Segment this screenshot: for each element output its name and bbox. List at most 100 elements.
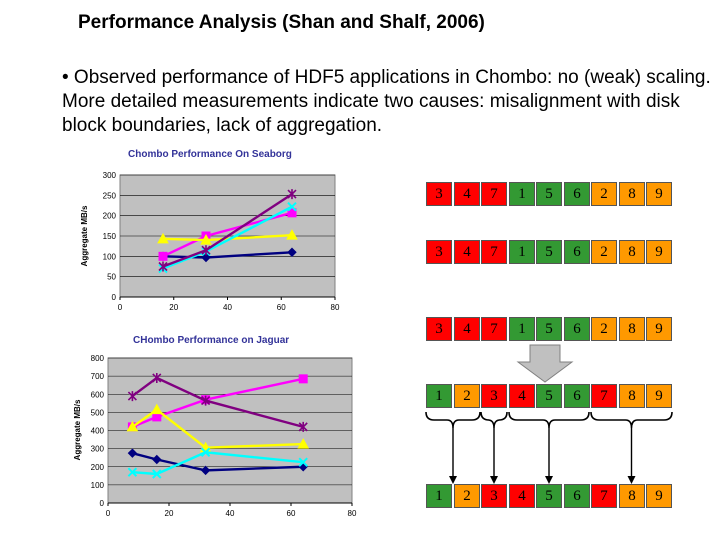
brace-3 — [508, 411, 590, 484]
y-tick-label: 800 — [91, 354, 105, 363]
y-tick-label: 250 — [103, 191, 117, 200]
data-point — [152, 469, 162, 479]
data-point — [287, 189, 297, 200]
y-axis-label: Aggregate MB/s — [73, 399, 82, 460]
block-cell: 3 — [426, 240, 452, 264]
y-tick-label: 100 — [91, 481, 105, 490]
y-tick-label: 700 — [91, 372, 105, 381]
data-point — [200, 465, 211, 476]
block-cell: 5 — [536, 240, 562, 264]
y-tick-label: 150 — [103, 232, 117, 241]
brace-4 — [590, 411, 673, 484]
block-cell: 6 — [564, 317, 590, 341]
block-cell: 4 — [509, 384, 535, 408]
brace-arrow-head — [449, 476, 457, 484]
x-tick-label: 0 — [106, 509, 111, 518]
data-point — [200, 447, 211, 457]
data-point — [152, 372, 162, 383]
data-point — [200, 234, 212, 245]
series-4 — [127, 447, 308, 479]
brace-arrow-head — [545, 476, 553, 484]
brace-2 — [480, 411, 508, 484]
block-cell: 1 — [426, 384, 452, 408]
x-tick-label: 60 — [277, 303, 286, 312]
block-cell: 6 — [564, 384, 590, 408]
block-cell: 1 — [509, 240, 535, 264]
data-point — [286, 229, 298, 240]
y-tick-label: 300 — [103, 171, 117, 180]
y-tick-label: 100 — [103, 252, 117, 261]
x-tick-label: 40 — [223, 303, 232, 312]
block-cell: 4 — [454, 317, 480, 341]
block-cell: 1 — [509, 182, 535, 206]
data-point — [127, 448, 138, 458]
block-cell: 4 — [509, 484, 535, 508]
block-cell: 4 — [454, 240, 480, 264]
slide-title: Performance Analysis (Shan and Shalf, 20… — [78, 12, 485, 33]
data-point — [150, 403, 163, 415]
block-cell: 3 — [481, 484, 507, 508]
block-cell: 2 — [591, 317, 617, 341]
block-cell: 5 — [536, 484, 562, 508]
series-5 — [158, 189, 297, 272]
block-cell: 3 — [426, 317, 452, 341]
block-cell: 1 — [509, 317, 535, 341]
series-3 — [126, 403, 310, 453]
series-line — [131, 408, 304, 449]
series-line — [131, 377, 304, 428]
chart-title: CHombo Performance on Jaguar — [133, 335, 289, 346]
block-cell: 8 — [619, 317, 645, 341]
x-tick-label: 0 — [118, 303, 123, 312]
block-cell: 9 — [646, 484, 672, 508]
block-cell: 7 — [591, 384, 617, 408]
data-point — [287, 202, 297, 212]
brace-line — [480, 411, 508, 429]
series-line — [132, 451, 304, 476]
y-tick-label: 600 — [91, 390, 105, 399]
data-point — [298, 374, 308, 384]
x-tick-label: 60 — [287, 509, 296, 518]
data-point — [201, 252, 211, 263]
y-tick-label: 200 — [91, 463, 105, 472]
block-cell: 5 — [536, 317, 562, 341]
x-tick-label: 20 — [165, 509, 174, 518]
data-point — [158, 261, 168, 272]
jaguar-chart: CHombo Performance on Jaguar Aggregate MB… — [73, 335, 357, 518]
series-3 — [157, 229, 298, 245]
block-cell: 2 — [454, 384, 480, 408]
block-cell: 1 — [426, 484, 452, 508]
block-cell: 3 — [426, 182, 452, 206]
block-cell: 2 — [591, 240, 617, 264]
block-cell: 7 — [481, 317, 507, 341]
series-1 — [127, 448, 308, 476]
seaborg-chart: Chombo Performance On Seaborg Aggregate M… — [80, 149, 340, 312]
block-cell: 2 — [454, 484, 480, 508]
brace-1 — [425, 411, 481, 484]
series-line — [132, 451, 304, 472]
data-point — [201, 245, 211, 256]
y-tick-label: 500 — [91, 408, 105, 417]
data-point — [126, 420, 139, 432]
brace-line — [590, 411, 673, 429]
block-cell: 8 — [619, 240, 645, 264]
series-5 — [127, 372, 308, 432]
down-arrow-group — [516, 344, 574, 383]
data-point — [201, 395, 211, 406]
block-cell: 5 — [536, 182, 562, 206]
block-cell: 6 — [564, 484, 590, 508]
x-tick-label: 20 — [169, 303, 178, 312]
block-cell: 7 — [481, 182, 507, 206]
y-axis-label: Aggregate MB/s — [80, 205, 89, 266]
block-cell: 8 — [619, 384, 645, 408]
brace-arrow-head — [627, 476, 636, 484]
data-point — [287, 208, 297, 218]
block-cell: 6 — [564, 240, 590, 264]
series-line — [131, 376, 304, 429]
data-point — [127, 391, 137, 402]
data-point — [298, 421, 308, 432]
block-cell: 9 — [646, 240, 672, 264]
x-tick-label: 40 — [226, 509, 235, 518]
chart-title: Chombo Performance On Seaborg — [128, 149, 292, 160]
data-point — [152, 454, 162, 465]
block-cell: 8 — [619, 484, 645, 508]
